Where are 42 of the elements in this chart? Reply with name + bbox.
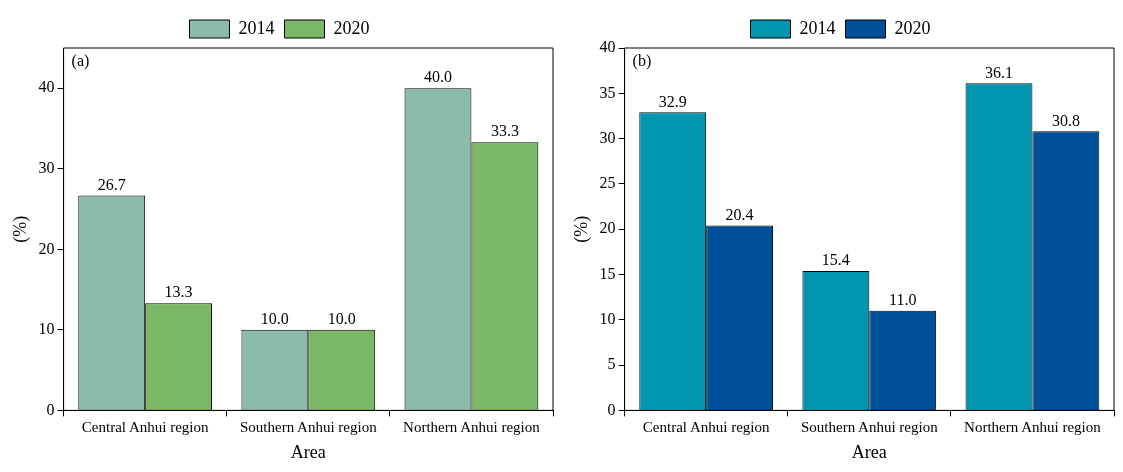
data-label: 40.0 (423, 68, 452, 86)
y-tick-label: 35 (599, 83, 616, 101)
data-label: 15.4 (821, 251, 850, 269)
data-label: 10.0 (260, 310, 289, 328)
legend-label: 2020 (894, 17, 931, 38)
y-tick-label: 5 (607, 355, 616, 373)
y-tick-label: 0 (46, 400, 55, 418)
y-tick-label: 30 (599, 128, 616, 146)
x-tick-label: Central Anhui region (81, 419, 209, 436)
data-label: 13.3 (164, 283, 193, 301)
x-axis-title: Area (851, 441, 887, 462)
legend-label: 2014 (799, 17, 836, 38)
x-tick-label: Central Anhui region (642, 419, 770, 436)
y-tick-label: 40 (599, 38, 616, 56)
y-tick-label: 40 (38, 78, 55, 96)
y-tick-label: 20 (38, 239, 55, 257)
data-label: 33.3 (490, 122, 519, 140)
data-label: 30.8 (1051, 111, 1080, 129)
x-tick-label: Northern Anhui region (964, 419, 1102, 436)
data-label: 10.0 (327, 310, 356, 328)
data-label: 32.9 (658, 92, 687, 110)
y-tick-label: 20 (599, 219, 616, 237)
data-label: 20.4 (725, 205, 754, 223)
y-tick-label: 25 (599, 174, 616, 192)
data-label: 26.7 (97, 175, 126, 193)
legend-label: 2014 (238, 17, 275, 38)
data-label: 11.0 (889, 290, 917, 308)
y-axis-title: (%) (9, 215, 31, 243)
x-tick-label: Northern Anhui region (403, 419, 541, 436)
legend-label: 2020 (333, 17, 370, 38)
x-axis-title: Area (290, 441, 326, 462)
y-tick-label: 10 (599, 310, 616, 327)
y-tick-label: 10 (38, 320, 55, 338)
y-tick-label: 15 (599, 264, 616, 282)
annotation: (b) (632, 52, 652, 71)
y-tick-label: 0 (607, 400, 616, 418)
y-tick-label: 30 (38, 159, 55, 176)
x-tick-label: Southern Anhui region (239, 419, 378, 436)
y-axis-title: (%) (570, 215, 592, 243)
annotation: (a) (71, 52, 90, 71)
x-tick-label: Southern Anhui region (800, 419, 939, 436)
data-label: 36.1 (984, 63, 1013, 81)
